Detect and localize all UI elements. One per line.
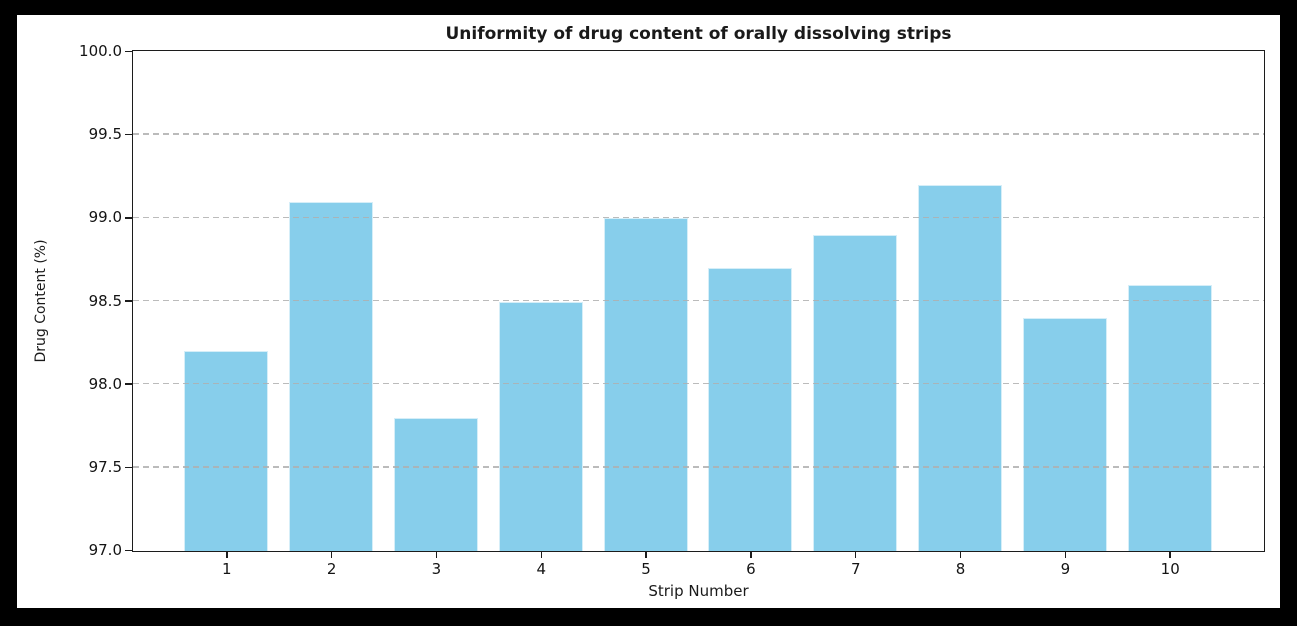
- y-tick-mark: [125, 549, 132, 552]
- x-tick-label: 4: [536, 560, 547, 578]
- y-tick-label: 97.5: [88, 457, 122, 476]
- y-tick-label: 98.0: [88, 374, 122, 393]
- y-tick-label: 98.5: [88, 291, 122, 310]
- y-tick-label: 97.0: [88, 541, 122, 559]
- bar-strip-7: [813, 234, 898, 551]
- x-tick-mark: [645, 552, 647, 558]
- y-tick-mark: [125, 133, 132, 136]
- bar-strip-10: [1127, 284, 1212, 551]
- bar-strip-2: [289, 201, 374, 551]
- y-tick-label: 99.0: [88, 208, 122, 227]
- bar-strip-9: [1022, 318, 1107, 551]
- x-axis-label: Strip Number: [648, 582, 749, 600]
- y-tick-mark: [125, 300, 132, 302]
- x-tick-mark: [959, 552, 962, 558]
- y-tick-mark: [125, 50, 132, 53]
- bar-strip-5: [603, 218, 688, 551]
- x-tick-label: 7: [850, 560, 861, 578]
- x-tick-mark: [1064, 552, 1067, 558]
- x-tick-mark: [1169, 552, 1171, 558]
- x-tick-label: 9: [1060, 560, 1071, 578]
- x-tick-label: 3: [431, 560, 442, 578]
- bar-strip-6: [708, 268, 793, 551]
- bar-strip-1: [184, 351, 269, 551]
- plot-area: [132, 50, 1265, 552]
- gridline: [133, 299, 1264, 302]
- x-tick-mark: [750, 552, 752, 558]
- x-tick-label: 5: [641, 560, 651, 578]
- bar-strip-8: [918, 185, 1002, 551]
- x-tick-label: 2: [326, 560, 337, 578]
- y-tick-mark: [125, 466, 132, 469]
- gridline: [133, 216, 1264, 219]
- x-tick-mark: [330, 552, 333, 558]
- x-tick-label: 10: [1160, 560, 1180, 578]
- gridline: [133, 382, 1264, 385]
- chart-title: Uniformity of drug content of orally dis…: [445, 24, 952, 44]
- x-tick-mark: [854, 552, 857, 558]
- x-tick-mark: [540, 552, 542, 558]
- gridline: [133, 133, 1264, 135]
- x-tick-label: 1: [222, 560, 232, 578]
- figure: Uniformity of drug content of orally dis…: [17, 15, 1280, 608]
- x-tick-label: 6: [746, 560, 756, 578]
- y-tick-mark: [125, 217, 132, 219]
- bar-strip-3: [394, 417, 478, 551]
- x-tick-mark: [226, 552, 228, 558]
- x-tick-mark: [435, 552, 438, 558]
- y-tick-mark: [125, 383, 132, 385]
- y-tick-label: 99.5: [88, 125, 122, 144]
- bar-strip-4: [498, 301, 583, 551]
- x-tick-label: 8: [955, 560, 966, 578]
- y-tick-label: 100.0: [79, 42, 122, 60]
- gridline: [133, 466, 1264, 468]
